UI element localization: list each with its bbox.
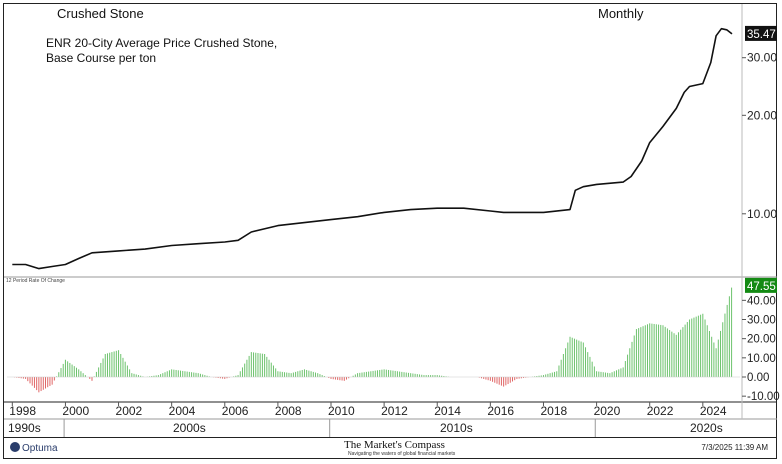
chart-title-line-2: Base Course per ton	[46, 51, 157, 65]
compass-title: The Market's Compass	[344, 439, 445, 451]
optuma-icon	[10, 442, 20, 452]
decade-label: 2010s	[440, 421, 473, 435]
last-roc-label: 47.55	[747, 281, 776, 293]
x-tick-label: 2020	[594, 404, 621, 418]
roc-y-tick-label: 10.00	[747, 353, 776, 365]
roc-y-tick-label: 0.00	[747, 372, 769, 384]
x-tick-label: 2000	[62, 404, 89, 418]
timestamp: 7/3/2025 11:39 AM	[701, 443, 768, 452]
roc-y-tick-label: -10.00	[747, 391, 780, 403]
last-price-label: 35.47	[747, 29, 776, 41]
optuma-logo: Optuma	[10, 442, 58, 454]
x-tick-label: 2010	[328, 404, 355, 418]
compass-tagline: Navigating the waters of global financia…	[348, 451, 456, 457]
x-tick-label: 2004	[169, 404, 196, 418]
roc-y-tick-label: 30.00	[747, 315, 776, 327]
price-series-line	[12, 27, 733, 270]
x-tick-label: 2018	[540, 404, 567, 418]
roc-y-tick-label: 40.00	[747, 295, 776, 307]
chart-title-line-1: ENR 20-City Average Price Crushed Stone,	[46, 36, 278, 50]
x-tick-label: 2008	[275, 404, 302, 418]
decade-label: 1990s	[8, 421, 41, 435]
chart-header-title: Crushed Stone	[57, 6, 144, 21]
x-tick-label: 2006	[222, 404, 249, 418]
price-y-tick-label: 30.00	[747, 51, 777, 65]
price-y-tick-label: 10.00	[747, 207, 777, 221]
x-tick-label: 1998	[9, 404, 36, 418]
chart-header-frequency: Monthly	[598, 6, 644, 21]
last-roc-badge	[745, 277, 777, 293]
x-tick-label: 2016	[487, 404, 514, 418]
roc-y-tick-label: 20.00	[747, 334, 776, 346]
roc-panel-label: 12 Period Rate Of Change	[6, 278, 65, 284]
x-tick-label: 2024	[700, 404, 727, 418]
x-tick-label: 2022	[647, 404, 674, 418]
optuma-label: Optuma	[22, 443, 58, 454]
decade-label: 2020s	[690, 421, 723, 435]
footer-bar: Optuma The Market's Compass Navigating t…	[4, 437, 776, 459]
last-price-badge	[745, 25, 777, 41]
chart-frame	[3, 3, 777, 459]
x-tick-label: 2012	[381, 404, 408, 418]
x-tick-label: 2014	[434, 404, 461, 418]
decade-label: 2000s	[173, 421, 206, 435]
price-y-tick-label: 20.00	[747, 108, 777, 122]
x-tick-label: 2002	[116, 404, 143, 418]
